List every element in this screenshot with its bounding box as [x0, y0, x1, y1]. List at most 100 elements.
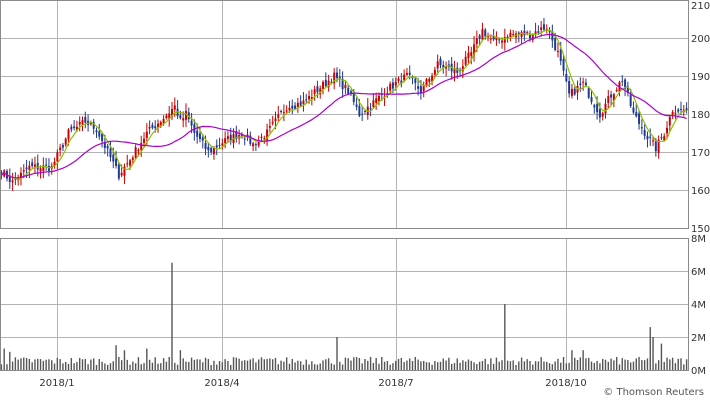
candle-body — [542, 24, 545, 30]
candle-body — [173, 105, 176, 110]
candle-body — [131, 157, 134, 160]
candle-body — [333, 72, 336, 84]
candle-body — [101, 133, 104, 142]
candle-body — [154, 126, 157, 129]
candle-body — [235, 131, 238, 140]
candle-body — [159, 122, 162, 127]
candle-body — [537, 31, 540, 33]
candle-body — [601, 113, 604, 117]
candle-body — [503, 37, 506, 43]
candle-body — [134, 147, 137, 158]
candle-body — [668, 116, 671, 126]
candle-body — [573, 88, 576, 95]
candle-body — [531, 34, 534, 41]
candle-body — [372, 100, 375, 108]
candle-body — [308, 95, 311, 100]
candle-body — [215, 145, 218, 148]
candle-body — [501, 40, 504, 43]
candle-body — [582, 81, 585, 83]
candle-body — [341, 78, 344, 90]
candle-body — [646, 135, 649, 140]
candle-body — [106, 145, 109, 149]
candle-body — [663, 136, 666, 141]
price-panel-grid — [0, 0, 688, 370]
candle-body — [596, 104, 599, 113]
candle-body — [517, 32, 520, 35]
candle-body — [369, 108, 372, 110]
candle-body — [358, 105, 361, 116]
candle-body — [266, 129, 269, 141]
candle-body — [117, 164, 120, 179]
candle-body — [39, 168, 42, 172]
candle-body — [274, 118, 277, 122]
candle-body — [322, 81, 325, 89]
candle-body — [207, 146, 210, 151]
candle-body — [445, 66, 448, 69]
candle-body — [425, 79, 428, 86]
candle-body — [593, 105, 596, 108]
candle-body — [103, 141, 106, 149]
candle-body — [685, 108, 688, 111]
candle-body — [408, 72, 411, 75]
candle-body — [196, 130, 199, 137]
candle-body — [310, 97, 313, 100]
candle-body — [285, 110, 288, 112]
candle-body — [361, 113, 364, 115]
candle-body — [643, 130, 646, 136]
price-panel-frame — [0, 0, 689, 229]
candle-body — [201, 137, 204, 141]
candle-body — [534, 31, 537, 35]
candle-body — [288, 107, 291, 111]
candle-body — [621, 80, 624, 82]
candle-body — [252, 143, 255, 147]
volume-tick-label: 8M — [691, 234, 706, 245]
candle-body — [271, 122, 274, 124]
candle-body — [109, 148, 112, 158]
candle-body — [677, 109, 680, 112]
candle-body — [389, 83, 392, 91]
candle-body — [22, 170, 25, 172]
candle-body — [562, 59, 565, 71]
candle-body — [67, 129, 70, 140]
candle-body — [277, 114, 280, 118]
candle-body — [229, 134, 232, 142]
candle-body — [95, 130, 98, 133]
candle-body — [464, 56, 467, 65]
candle-body — [324, 79, 327, 87]
candle-body — [436, 61, 439, 69]
candle-body — [112, 154, 115, 162]
candle-body — [540, 27, 543, 31]
candle-body — [654, 140, 657, 152]
candle-body — [352, 91, 355, 103]
candle-body — [523, 30, 526, 36]
candle-body — [115, 158, 118, 166]
candle-body — [11, 180, 14, 183]
candle-body — [78, 121, 81, 125]
candle-body — [428, 78, 431, 82]
date-tick-label: 2018/10 — [545, 378, 587, 389]
candle-body — [652, 140, 655, 142]
candle-body — [171, 108, 173, 117]
candle-body — [257, 140, 260, 146]
candle-body — [391, 82, 394, 89]
candle-body — [568, 81, 571, 94]
candle-body — [422, 84, 425, 91]
candle-body — [59, 147, 62, 151]
candle-body — [473, 44, 476, 56]
candle-body — [218, 145, 221, 147]
candle-body — [98, 131, 101, 137]
candle-body — [414, 78, 417, 83]
candle-body — [419, 86, 422, 94]
candle-body — [554, 38, 557, 51]
price-tick-label: 200 — [691, 34, 710, 45]
volume-tick-label: 4M — [691, 300, 706, 311]
candle-body — [330, 81, 333, 83]
candle-body — [481, 29, 484, 40]
candle-body — [671, 112, 674, 115]
candle-body — [75, 126, 78, 131]
candle-body — [8, 175, 11, 182]
long-moving-average-line — [1, 33, 687, 179]
candle-body — [355, 104, 358, 107]
candle-body — [478, 35, 481, 39]
